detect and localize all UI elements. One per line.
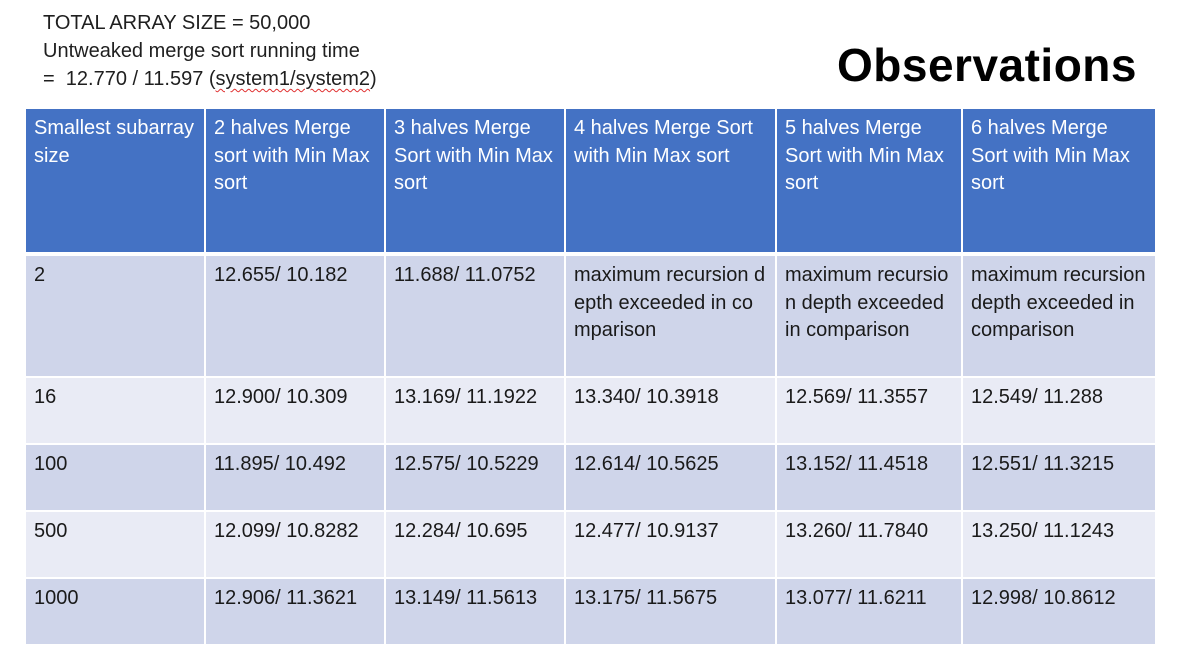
table-cell: maximum recursion depth exceeded in comp…: [775, 253, 963, 378]
table-cell: 13.260/ 11.7840: [775, 510, 963, 579]
table-cell: 12.551/ 11.3215: [961, 443, 1157, 512]
table-cell: 12.655/ 10.182: [204, 253, 386, 378]
untweaked-runtime-note: Untweaked merge sort running time: [43, 40, 360, 62]
table-row: 2 12.655/ 10.182 11.688/ 11.0752 maximum…: [24, 253, 1157, 378]
table-cell: 12.614/ 10.5625: [564, 443, 777, 512]
table-cell: 12.569/ 11.3557: [775, 376, 963, 445]
header-smallest-subarray-size: Smallest subarray size: [24, 107, 206, 255]
table-row: 1000 12.906/ 11.3621 13.149/ 11.5613 13.…: [24, 577, 1157, 646]
table-cell: 2: [24, 253, 206, 378]
table-cell: 12.998/ 10.8612: [961, 577, 1157, 646]
table-cell: maximum recursion depth exceeded in comp…: [961, 253, 1157, 378]
table-cell: 13.340/ 10.3918: [564, 376, 777, 445]
runtime-values-prefix: = 12.770 / 11.597 (: [43, 68, 216, 90]
table-cell: 12.477/ 10.9137: [564, 510, 777, 579]
table-cell: 12.900/ 10.309: [204, 376, 386, 445]
table-row: 100 11.895/ 10.492 12.575/ 10.5229 12.61…: [24, 443, 1157, 512]
table-cell: 12.284/ 10.695: [384, 510, 566, 579]
table-cell: 1000: [24, 577, 206, 646]
runtime-values-suffix: ): [370, 68, 377, 90]
table-cell: 13.152/ 11.4518: [775, 443, 963, 512]
table-row: 500 12.099/ 10.8282 12.284/ 10.695 12.47…: [24, 510, 1157, 579]
table-cell: 100: [24, 443, 206, 512]
table-cell: 12.575/ 10.5229: [384, 443, 566, 512]
table-cell: 13.149/ 11.5613: [384, 577, 566, 646]
table-cell: 13.250/ 11.1243: [961, 510, 1157, 579]
system-labels-underlined: system1/system2: [215, 68, 371, 90]
header-4-halves: 4 halves Merge Sort with Min Max sort: [564, 107, 777, 255]
table-cell: 500: [24, 510, 206, 579]
untweaked-runtime-values: = 12.770 / 11.597 (system1/system2): [43, 65, 377, 93]
table-cell: 12.906/ 11.3621: [204, 577, 386, 646]
header-3-halves: 3 halves Merge Sort with Min Max sort: [384, 107, 566, 255]
table-cell: 11.895/ 10.492: [204, 443, 386, 512]
header-2-halves: 2 halves Merge sort with Min Max sort: [204, 107, 386, 255]
table-cell: maximum recursion depth exceeded in comp…: [564, 253, 777, 378]
header-5-halves: 5 halves Merge Sort with Min Max sort: [775, 107, 963, 255]
observations-table: Smallest subarray size 2 halves Merge so…: [24, 107, 1157, 646]
table-cell: 12.099/ 10.8282: [204, 510, 386, 579]
slide-title: Observations: [837, 39, 1137, 91]
header-6-halves: 6 halves Merge Sort with Min Max sort: [961, 107, 1157, 255]
array-size-notes: TOTAL ARRAY SIZE = 50,000 Untweaked merg…: [43, 9, 377, 93]
table-row: 16 12.900/ 10.309 13.169/ 11.1922 13.340…: [24, 376, 1157, 445]
table-cell: 13.077/ 11.6211: [775, 577, 963, 646]
table-cell: 16: [24, 376, 206, 445]
table-cell: 12.549/ 11.288: [961, 376, 1157, 445]
table-cell: 13.175/ 11.5675: [564, 577, 777, 646]
table-cell: 13.169/ 11.1922: [384, 376, 566, 445]
table-cell: 11.688/ 11.0752: [384, 253, 566, 378]
total-array-size-note: TOTAL ARRAY SIZE = 50,000: [43, 12, 311, 34]
table-header-row: Smallest subarray size 2 halves Merge so…: [24, 107, 1157, 255]
